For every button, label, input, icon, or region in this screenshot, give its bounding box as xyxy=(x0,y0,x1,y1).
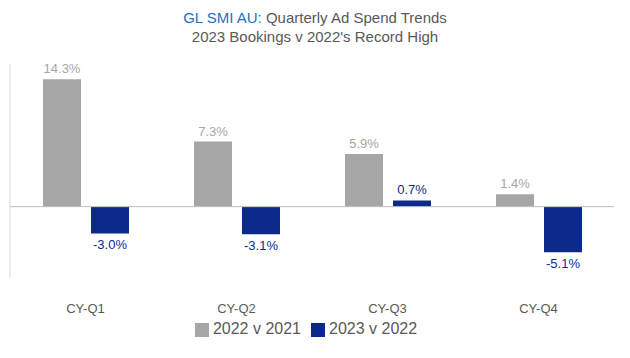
svg-text:5.9%: 5.9% xyxy=(349,136,379,151)
html-text:GL SMI AU: Quarterly Ad Spend: GL SMI AU: Quarterly Ad Spend Trends xyxy=(183,9,447,26)
html-text:2023 Bookings v 2022's Record: 2023 Bookings v 2022's Record High xyxy=(191,28,439,45)
svg-text:-5.1%: -5.1% xyxy=(546,256,580,271)
svg-text:-3.0%: -3.0% xyxy=(93,237,127,252)
html-text:2023 v 2022: 2023 v 2022 xyxy=(329,320,418,337)
svg-text:0.7%: 0.7% xyxy=(397,182,427,197)
html-text:2022 v 2021: 2022 v 2021 xyxy=(212,320,301,337)
svg-text:1.4%: 1.4% xyxy=(500,176,530,191)
svg-text:14.3%: 14.3% xyxy=(44,61,81,76)
svg-text:CY-Q3: CY-Q3 xyxy=(368,301,407,316)
svg-text:-3.1%: -3.1% xyxy=(244,238,278,253)
svg-text:7.3%: 7.3% xyxy=(198,124,228,139)
svg-text:CY-Q2: CY-Q2 xyxy=(217,301,256,316)
svg-text:CY-Q4: CY-Q4 xyxy=(519,301,558,316)
svg-text:CY-Q1: CY-Q1 xyxy=(66,301,105,316)
